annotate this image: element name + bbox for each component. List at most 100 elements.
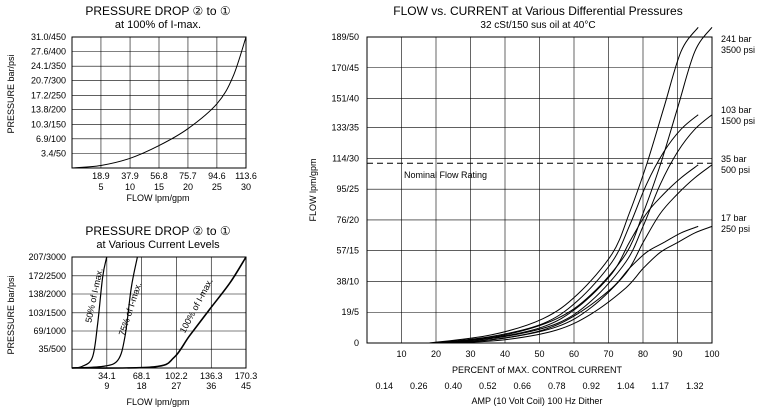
chart3-ylabel: FLOW lpm/gpm <box>308 158 318 221</box>
chart2-xlabel: FLOW lpm/gpm <box>126 397 189 407</box>
chart2-x-tick-gpm: 27 <box>171 381 181 391</box>
chart3-x-tick-percent: 90 <box>672 349 682 359</box>
chart2-series-line <box>71 256 138 369</box>
chart1-y-tick: 3.4/50 <box>41 149 66 159</box>
chart1-series-line <box>71 36 247 169</box>
chart1-y-tick: 13.8/200 <box>31 105 66 115</box>
chart1-x-tick-gpm: 15 <box>154 182 164 192</box>
label-241-bar: 241 bar <box>721 34 752 44</box>
chart3-reference-label: Nominal Flow Rating <box>404 170 487 180</box>
label-500-psi: 500 psi <box>721 165 750 175</box>
chart3-y-tick: 151/40 <box>331 94 359 104</box>
chart1-x-tick-lpm: 75.7 <box>179 171 197 181</box>
chart1-x-tick-lpm: 94.6 <box>208 171 226 181</box>
chart1-x-tick-gpm: 20 <box>183 182 193 192</box>
chart3-y-tick: 95/25 <box>336 184 359 194</box>
chart1-y-tick: 17.2/250 <box>31 90 66 100</box>
label-103-bar: 103 bar <box>721 105 752 115</box>
chart3-x-tick-amp: 0.92 <box>582 381 600 391</box>
chart2-x-tick-lpm: 170.3 <box>235 371 258 381</box>
chart3-y-tick: 189/50 <box>331 32 359 42</box>
chart1-xlabel: FLOW lpm/gpm <box>126 193 189 203</box>
chart3-x-tick-amp: 0.52 <box>479 381 497 391</box>
chart3-x-tick-percent: 20 <box>431 349 441 359</box>
chart3-x-tick-amp: 1.04 <box>617 381 635 391</box>
chart2-y-tick: 103/1500 <box>28 308 66 318</box>
chart1-y-tick: 10.3/150 <box>31 119 66 129</box>
chart1-subtitle: at 100% of I-max. <box>115 19 201 31</box>
chart2-x-tick-gpm: 45 <box>241 381 251 391</box>
chart1-title: PRESSURE DROP ② to ① <box>85 4 230 18</box>
chart1-x-tick-gpm: 5 <box>98 182 103 192</box>
chart3-series-line <box>453 225 713 344</box>
chart3-series-line <box>446 114 713 344</box>
chart1-x-tick-lpm: 18.9 <box>92 171 110 181</box>
chart3-y-tick: 0 <box>354 338 359 348</box>
chart2-series-line <box>71 256 247 369</box>
chart3-y-tick: 170/45 <box>331 63 359 73</box>
chart3-subtitle: 32 cSt/150 sus oil at 40°C <box>480 20 595 31</box>
label-250-psi: 250 psi <box>721 224 750 234</box>
chart1-x-tick-lpm: 37.9 <box>121 171 139 181</box>
chart3-x-tick-amp: 0.78 <box>548 381 566 391</box>
chart1-ylabel: PRESSURE bar/psi <box>6 54 16 133</box>
chart2-x-tick-gpm: 9 <box>104 381 109 391</box>
chart3-x-tick-amp: 1.17 <box>651 381 669 391</box>
chart2-y-tick: 207/3000 <box>28 252 66 262</box>
chart2-y-tick: 172/2500 <box>28 271 66 281</box>
chart2-x-tick-gpm: 18 <box>137 381 147 391</box>
chart3-y-tick: 38/10 <box>336 276 359 286</box>
label-3500-psi: 3500 psi <box>721 45 755 55</box>
chart3-series-line <box>449 164 713 344</box>
chart2-x-tick-gpm: 36 <box>206 381 216 391</box>
chart1-x-tick-lpm: 113.6 <box>235 171 257 181</box>
chart1-x-tick-gpm: 30 <box>241 182 251 192</box>
chart2-subtitle: at Various Current Levels <box>96 239 220 251</box>
chart1-y-tick: 6.9/100 <box>36 134 66 144</box>
chart3-x-tick-amp: 0.40 <box>444 381 462 391</box>
curve-label-75: 75% of I-max. <box>117 281 144 337</box>
chart2-title: PRESSURE DROP ② to ① <box>85 224 230 238</box>
chart3-title: FLOW vs. CURRENT at Various Differential… <box>393 4 682 18</box>
chart3-x-tick-amp: 0.14 <box>375 381 393 391</box>
chart2-x-tick-lpm: 68.1 <box>133 371 151 381</box>
chart3-x-tick-amp: 0.26 <box>410 381 428 391</box>
chart3-y-tick: 76/20 <box>336 215 359 225</box>
chart2-series-line <box>71 256 108 369</box>
chart3-y-tick: 57/15 <box>336 246 359 256</box>
chart3-xlabel2: AMP (10 Volt Coil) 100 Hz Dither <box>472 396 603 406</box>
chart1-y-tick: 31.0/450 <box>31 32 66 42</box>
chart3-series-line-return <box>429 26 699 344</box>
chart3-x-tick-amp: 0.66 <box>513 381 531 391</box>
label-1500-psi: 1500 psi <box>721 116 755 126</box>
chart1-x-tick-gpm: 25 <box>212 182 222 192</box>
chart3-y-tick: 133/35 <box>331 123 359 133</box>
chart2-y-tick: 35/500 <box>38 344 66 354</box>
chart3-x-tick-percent: 60 <box>569 349 579 359</box>
chart3-y-tick: 114/30 <box>332 153 359 163</box>
label-17-bar: 17 bar <box>721 213 747 223</box>
chart3-x-tick-percent: 30 <box>465 349 475 359</box>
chart3-x-tick-percent: 50 <box>534 349 544 359</box>
chart1-y-tick: 24.1/350 <box>31 61 66 71</box>
chart2-x-tick-lpm: 102.2 <box>165 371 188 381</box>
chart2-y-tick: 69/1000 <box>33 326 66 336</box>
chart2-x-tick-lpm: 34.1 <box>98 371 116 381</box>
chart3-series-line <box>442 26 713 344</box>
chart2-x-tick-lpm: 136.3 <box>200 371 223 381</box>
chart1-y-tick: 20.7/300 <box>31 76 66 86</box>
chart3-x-tick-percent: 40 <box>500 349 510 359</box>
chart2-ylabel: PRESSURE bar/psi <box>6 275 16 354</box>
chart1-y-tick: 27.6/400 <box>31 46 66 56</box>
chart1-x-tick-lpm: 56.8 <box>150 171 168 181</box>
chart3-x-tick-percent: 10 <box>396 349 406 359</box>
label-35-bar: 35 bar <box>721 154 747 164</box>
chart3-series-line-return <box>439 225 699 344</box>
chart3-xlabel: PERCENT of MAX. CONTROL CURRENT <box>452 365 623 375</box>
chart3-series-line-return <box>435 164 699 344</box>
chart3-series-line-return <box>432 114 699 344</box>
chart3-x-tick-percent: 70 <box>603 349 613 359</box>
chart3-x-tick-percent: 100 <box>704 349 719 359</box>
chart2-y-tick: 138/2000 <box>28 289 66 299</box>
